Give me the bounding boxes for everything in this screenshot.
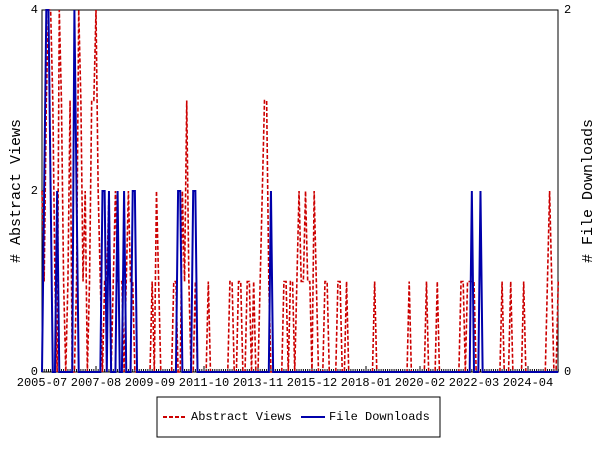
x-tick-label: 2007-08 [71, 376, 121, 390]
legend-label: Abstract Views [191, 410, 292, 424]
y2-tick-label: 2 [564, 3, 571, 17]
y-tick-label: 2 [31, 184, 38, 198]
legend-label: File Downloads [329, 410, 430, 424]
y-tick-label: 0 [31, 365, 38, 379]
x-tick-label: 2011-10 [179, 376, 229, 390]
y2-axis-title: # File Downloads [580, 119, 597, 263]
series-line [41, 9, 559, 373]
y2-tick-label: 0 [564, 365, 571, 379]
x-tick-label: 2022-03 [449, 376, 499, 390]
x-tick-label: 2009-09 [125, 376, 175, 390]
x-tick-label: 2024-04 [503, 376, 553, 390]
x-tick-label: 2018-01 [341, 376, 391, 390]
y-axis-title: # Abstract Views [8, 119, 25, 263]
x-tick-label: 2015-12 [287, 376, 337, 390]
y-tick-label: 4 [31, 3, 38, 17]
x-tick-label: 2020-02 [395, 376, 445, 390]
x-tick-label: 2005-07 [17, 376, 67, 390]
x-tick-label: 2013-11 [233, 376, 283, 390]
legend-box [156, 396, 441, 438]
